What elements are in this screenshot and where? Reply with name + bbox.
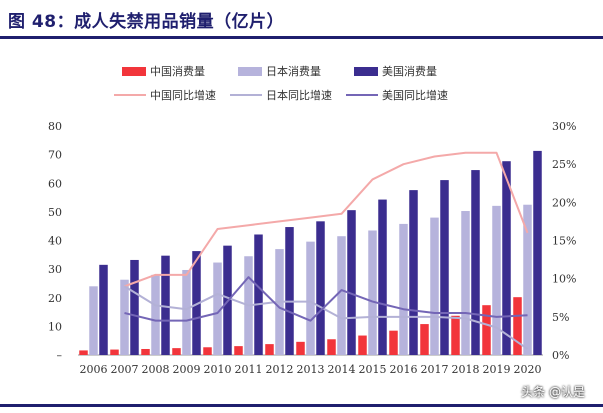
bar	[327, 339, 336, 355]
y-left-tick-label: 70	[48, 149, 62, 162]
series-line	[124, 276, 528, 322]
bar	[254, 234, 263, 355]
y-left-tick-label: 10	[48, 320, 62, 333]
legend-label: 美国同比增速	[382, 88, 448, 102]
x-tick-label: 2007	[111, 363, 139, 376]
series-line	[124, 151, 529, 288]
bar	[213, 262, 222, 355]
x-tick-label: 2008	[142, 363, 170, 376]
legend-swatch	[354, 67, 378, 76]
y-left-tick-label: 30	[48, 263, 62, 276]
bars	[79, 150, 542, 355]
y-right-tick-label: 30%	[552, 120, 576, 133]
bar	[409, 190, 418, 355]
bar	[378, 199, 387, 355]
legend-label: 中国消费量	[150, 64, 205, 78]
bar	[368, 230, 377, 355]
bar	[285, 227, 294, 355]
bar	[234, 346, 243, 355]
bar	[99, 264, 108, 355]
bar	[161, 255, 170, 355]
y-left-tick-label: 40	[48, 235, 62, 248]
legend-swatch	[122, 67, 146, 76]
bar	[151, 274, 160, 355]
x-tick-label: 2006	[80, 363, 108, 376]
x-tick-label: 2017	[421, 363, 449, 376]
x-tick-label: 2009	[173, 363, 201, 376]
chart-title: 图 48：成人失禁用品销量（亿片）	[8, 12, 285, 32]
x-tick-label: 2015	[359, 363, 387, 376]
y-right-tick-label: 10%	[552, 273, 576, 286]
y-left-tick-label: 20	[48, 292, 62, 305]
x-tick-label: 2013	[297, 363, 325, 376]
bar	[347, 210, 356, 355]
bar	[79, 350, 88, 355]
bar	[141, 348, 150, 355]
bar	[492, 205, 501, 355]
y-left-tick-label: –	[57, 349, 63, 362]
bar	[533, 150, 542, 355]
legend-label: 美国消费量	[382, 64, 437, 78]
y-right-tick-label: 5%	[552, 311, 569, 324]
title-underline	[0, 36, 603, 39]
bar	[337, 236, 346, 355]
bar	[502, 161, 511, 355]
legend-swatch	[238, 67, 262, 76]
bar	[513, 297, 522, 355]
x-tick-label: 2020	[514, 363, 542, 376]
bar	[523, 204, 532, 355]
bar	[461, 211, 470, 355]
bar	[430, 217, 439, 355]
lines	[123, 151, 529, 350]
bar	[420, 324, 429, 355]
bar	[89, 286, 98, 355]
bar	[440, 180, 449, 355]
series-line	[123, 285, 529, 350]
x-tick-label: 2018	[452, 363, 480, 376]
bar	[172, 348, 181, 355]
bar	[110, 349, 119, 355]
bar	[471, 170, 480, 355]
x-tick-label: 2016	[390, 363, 418, 376]
bottom-rule	[0, 404, 603, 407]
y-left-tick-label: 50	[48, 206, 62, 219]
x-tick-label: 2012	[266, 363, 294, 376]
bar	[482, 305, 491, 355]
bar	[192, 251, 201, 355]
x-tick-label: 2014	[328, 363, 356, 376]
bar	[358, 335, 367, 355]
y-right-tick-label: 0%	[552, 349, 569, 362]
bar	[130, 259, 139, 355]
legend-label: 日本同比增速	[266, 88, 332, 102]
watermark: 头条 @认是	[521, 385, 585, 399]
bar	[203, 347, 212, 355]
y-right-tick-label: 15%	[552, 235, 576, 248]
bar	[265, 344, 274, 355]
bar	[316, 221, 325, 355]
legend-label: 日本消费量	[266, 64, 321, 78]
x-tick-label: 2019	[483, 363, 511, 376]
bar	[389, 330, 398, 355]
x-tick-label: 2011	[235, 363, 263, 376]
legend-label: 中国同比增速	[150, 88, 216, 102]
y-left-tick-label: 60	[48, 177, 62, 190]
bar	[306, 241, 315, 355]
bar	[182, 269, 191, 355]
bar	[399, 223, 408, 355]
x-tick-label: 2010	[204, 363, 232, 376]
bar	[296, 341, 305, 355]
bar	[120, 279, 129, 355]
y-right-tick-label: 25%	[552, 158, 576, 171]
y-right-tick-label: 20%	[552, 196, 576, 209]
bar	[451, 315, 460, 355]
y-left-tick-label: 80	[48, 120, 62, 133]
